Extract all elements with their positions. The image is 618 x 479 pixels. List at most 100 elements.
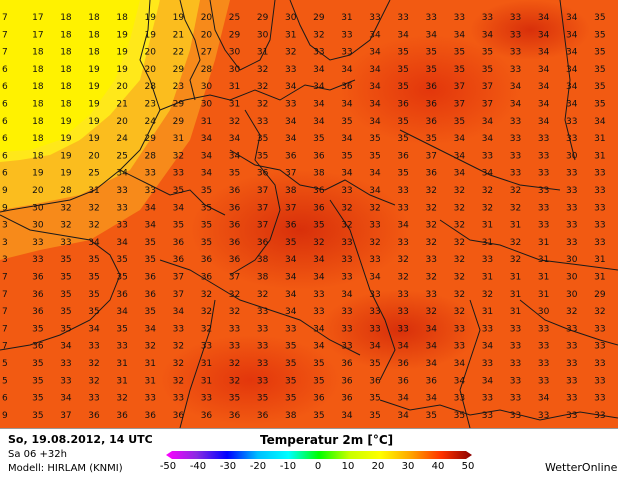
temperature-value: 32	[369, 203, 380, 213]
temperature-value: 34	[566, 48, 578, 58]
temperature-value: 32	[510, 238, 521, 248]
temperature-value: 34	[285, 255, 297, 265]
temperature-value: 33	[369, 221, 380, 231]
temperature-value: 33	[510, 151, 521, 161]
temperature-value: 35	[313, 221, 324, 231]
temperature-value: 35	[285, 394, 296, 404]
temperature-value: 34	[145, 203, 157, 213]
temperature-value: 19	[145, 30, 157, 40]
temperature-value: 33	[594, 342, 605, 352]
temperature-value: 23	[145, 100, 156, 110]
temperature-value: 34	[88, 324, 100, 334]
temperature-value: 35	[594, 65, 605, 75]
temperature-value: 17	[32, 13, 43, 23]
temperature-value: 34	[313, 255, 325, 265]
temperature-value: 33	[594, 203, 605, 213]
temperature-value: 32	[88, 221, 99, 231]
temperature-value: 32	[341, 221, 352, 231]
temperature-value: 33	[510, 30, 521, 40]
temperature-value: 34	[510, 82, 522, 92]
temperature-value: 9	[2, 411, 8, 421]
temperature-value: 33	[510, 376, 521, 386]
temperature-value: 33	[397, 290, 408, 300]
model-name: Modell: HIRLAM (KNMI)	[8, 463, 123, 474]
temperature-value: 33	[369, 324, 380, 334]
temperature-value: 9	[2, 203, 8, 213]
temperature-value: 36	[145, 411, 157, 421]
temperature-value: 32	[454, 307, 465, 317]
temperature-value: 34	[454, 169, 466, 179]
temperature-value: 32	[173, 359, 184, 369]
temperature-value: 28	[145, 151, 157, 161]
temperature-value: 34	[229, 151, 241, 161]
temperature-value: 33	[341, 307, 352, 317]
temperature-value: 18	[88, 13, 100, 23]
temperature-value: 37	[482, 82, 493, 92]
temperature-value: 33	[510, 117, 521, 127]
temperature-value: 33	[538, 169, 549, 179]
temperature-value: 19	[145, 13, 157, 23]
scale-tick-label: 0	[314, 461, 322, 472]
temperature-value: 33	[285, 65, 296, 75]
temperature-value: 33	[313, 290, 324, 300]
temperature-value: 34	[482, 342, 494, 352]
temperature-value: 31	[482, 307, 493, 317]
temperature-value: 31	[510, 307, 521, 317]
temperature-value: 36	[313, 394, 325, 404]
temperature-value: 34	[285, 307, 297, 317]
temperature-value: 35	[313, 411, 324, 421]
temperature-value: 36	[116, 290, 128, 300]
temperature-value: 33	[145, 186, 156, 196]
temperature-value: 33	[510, 13, 521, 23]
temperature-value: 33	[510, 324, 521, 334]
temperature-value: 19	[116, 30, 128, 40]
temperature-value: 33	[566, 169, 577, 179]
temperature-value: 34	[173, 307, 185, 317]
temperature-value: 35	[257, 151, 268, 161]
temperature-value: 25	[116, 151, 127, 161]
temperature-value: 29	[594, 290, 606, 300]
temperature-value: 34	[313, 324, 325, 334]
temperature-value: 33	[397, 307, 408, 317]
temperature-value: 34	[313, 273, 325, 283]
temperature-value: 20	[116, 117, 128, 127]
footer: So, 19.08.2012, 14 UTC Sa 06 +32h Modell…	[0, 428, 618, 479]
temperature-value: 33	[538, 151, 549, 161]
temperature-value: 31	[341, 13, 352, 23]
temperature-value: 33	[594, 324, 605, 334]
temperature-value: 33	[116, 186, 127, 196]
hot-area-southeast	[320, 290, 480, 370]
temperature-value: 36	[173, 238, 185, 248]
temperature-value: 33	[454, 13, 465, 23]
temperature-value: 33	[566, 359, 577, 369]
temperature-value: 32	[426, 186, 437, 196]
temperature-value: 29	[173, 117, 185, 127]
temperature-value: 33	[566, 324, 577, 334]
temperature-value: 31	[116, 376, 127, 386]
temperature-value: 36	[229, 203, 241, 213]
temperature-value: 33	[397, 13, 408, 23]
temperature-value: 34	[313, 342, 325, 352]
temperature-value: 36	[397, 151, 409, 161]
temperature-value: 35	[145, 307, 156, 317]
temperature-value: 6	[2, 151, 8, 161]
temperature-value: 34	[426, 342, 438, 352]
temperature-value: 34	[201, 151, 213, 161]
temperature-value: 20	[145, 48, 157, 58]
temperature-value: 35	[397, 134, 408, 144]
temperature-value: 31	[229, 100, 240, 110]
temperature-value: 35	[397, 117, 408, 127]
temperature-value: 18	[88, 30, 100, 40]
temperature-value: 31	[88, 186, 99, 196]
temperature-value: 35	[594, 82, 605, 92]
temperature-value: 32	[510, 186, 521, 196]
temperature-value: 36	[32, 273, 44, 283]
temperature-map: 7 17 18 18 18 19 19 20 25 29 30 29 31 33 33 33 33 33 33 34 3…	[0, 0, 618, 428]
temperature-value: 31	[538, 238, 549, 248]
temperature-value: 32	[313, 30, 324, 40]
temperature-value: 36	[201, 255, 213, 265]
temperature-value: 33	[201, 394, 212, 404]
temperature-value: 18	[60, 100, 72, 110]
temperature-value: 18	[60, 30, 72, 40]
temperature-value: 32	[229, 359, 240, 369]
